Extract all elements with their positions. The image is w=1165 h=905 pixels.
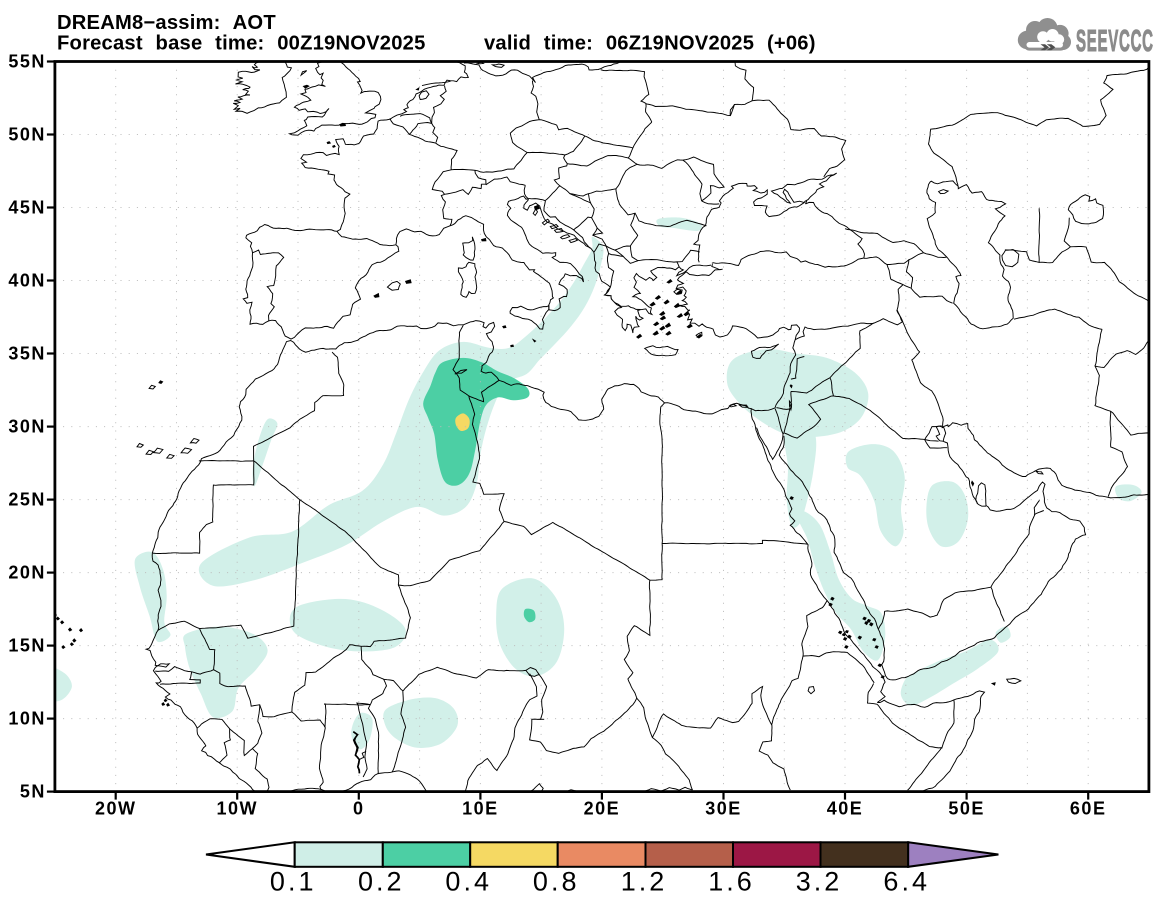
svg-text:40E: 40E	[827, 799, 864, 819]
svg-text:15N: 15N	[8, 636, 46, 656]
svg-text:20E: 20E	[584, 799, 621, 819]
svg-text:55N: 55N	[8, 52, 46, 72]
svg-text:20W: 20W	[95, 799, 137, 819]
svg-text:20N: 20N	[8, 563, 46, 583]
svg-text:35N: 35N	[8, 344, 46, 364]
svg-text:60E: 60E	[1070, 799, 1107, 819]
svg-text:DREAM8−assim: AOT: DREAM8−assim: AOT	[57, 12, 276, 34]
svg-text:40N: 40N	[8, 271, 46, 291]
svg-text:1.2: 1.2	[621, 867, 668, 897]
svg-text:0.2: 0.2	[358, 867, 405, 897]
svg-text:45N: 45N	[8, 198, 46, 218]
svg-text:0: 0	[353, 799, 365, 819]
svg-text:0.4: 0.4	[445, 867, 492, 897]
svg-text:0.8: 0.8	[533, 867, 580, 897]
svg-text:valid time: 06Z19NOV2025 (+06): valid time: 06Z19NOV2025 (+06)	[484, 33, 816, 55]
svg-text:50N: 50N	[8, 125, 46, 145]
svg-text:SEEVCCC: SEEVCCC	[1076, 24, 1154, 58]
svg-text:30N: 30N	[8, 417, 46, 437]
svg-text:10W: 10W	[216, 799, 258, 819]
svg-text:Forecast base time: 00Z19NOV20: Forecast base time: 00Z19NOV2025	[57, 33, 426, 55]
svg-text:3.2: 3.2	[796, 867, 843, 897]
svg-text:6.4: 6.4	[883, 867, 930, 897]
svg-text:10N: 10N	[8, 709, 46, 729]
svg-text:25N: 25N	[8, 490, 46, 510]
svg-text:5N: 5N	[20, 782, 46, 802]
svg-text:0.1: 0.1	[270, 867, 317, 897]
svg-text:50E: 50E	[948, 799, 985, 819]
svg-text:10E: 10E	[462, 799, 499, 819]
svg-text:1.6: 1.6	[708, 867, 755, 897]
svg-text:30E: 30E	[705, 799, 742, 819]
